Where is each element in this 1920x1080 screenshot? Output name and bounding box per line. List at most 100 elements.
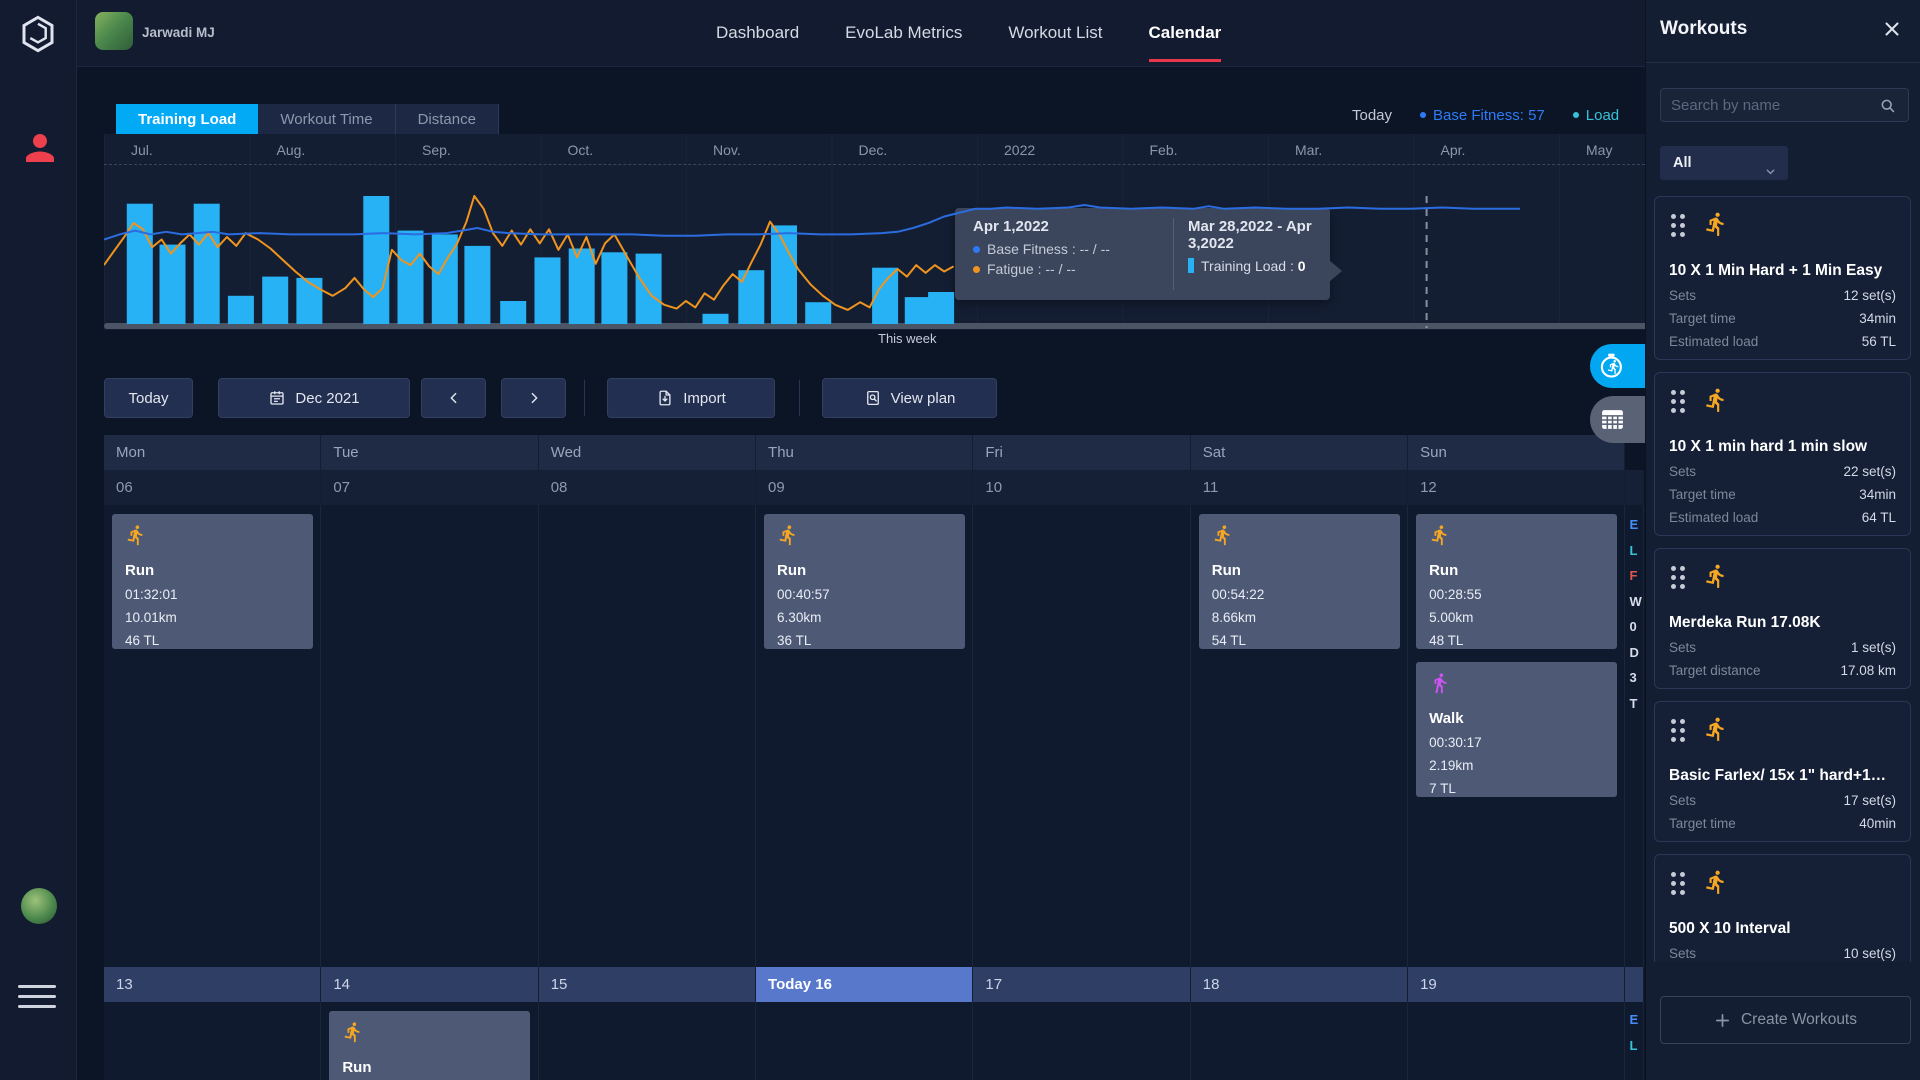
run-icon	[1706, 717, 1724, 741]
drag-handle-icon[interactable]	[1671, 390, 1685, 413]
quick-activity-button[interactable]	[1590, 344, 1645, 388]
calendar-day-cell[interactable]: Run 00:28:55 5.00km 48 TL Walk 00:30:17 2.19km…	[1408, 505, 1626, 967]
workout-list: 10 X 1 Min Hard + 1 Min Easy Sets 12 set(s…	[1654, 196, 1913, 962]
search-input[interactable]	[1660, 88, 1909, 122]
view-plan-button[interactable]: View plan	[822, 378, 997, 418]
workout-stat-row: Estimated load 56 TL	[1669, 334, 1896, 349]
tooltip-arrow	[1329, 260, 1342, 282]
calendar-day-cell[interactable]	[756, 1002, 974, 1080]
calendar-day-cell[interactable]	[538, 505, 757, 967]
training-chart: Jul. Aug. Sep. Oct. Nov. Dec. 2022 Feb. Mar. Apr.…	[104, 134, 1660, 330]
calendar-day-cell[interactable]: Run 01:32:01 10.01km 46 TL	[104, 505, 322, 967]
sidebar-avatar[interactable]	[21, 888, 57, 924]
workout-name: Basic Farlex/ 15x 1" hard+1…	[1669, 767, 1887, 784]
chart-tabs: Training Load Workout Time Distance	[116, 104, 499, 135]
chart-divider	[104, 164, 1660, 165]
event-card-run[interactable]: Run 00:28:55 5.00km 48 TL	[1416, 514, 1618, 649]
tab-training-load[interactable]: Training Load	[116, 104, 259, 135]
nav-item-evolab-metrics[interactable]: EvoLab Metrics	[845, 23, 963, 42]
month-picker-button[interactable]: Dec 2021	[218, 378, 410, 418]
drag-handle-icon[interactable]	[1671, 214, 1685, 237]
calendar-day-cell[interactable]	[973, 1002, 1191, 1080]
month-label: Nov.	[713, 142, 741, 158]
date-cell[interactable]: 17	[973, 967, 1191, 1002]
next-month-button[interactable]	[501, 378, 566, 418]
workout-card[interactable]: Basic Farlex/ 15x 1" hard+1… Sets 17 set(s…	[1654, 701, 1911, 842]
event-card-run[interactable]: Run 01:32:01 10.01km 46 TL	[112, 514, 313, 649]
date-cell[interactable]: 18	[1190, 967, 1409, 1002]
close-icon[interactable]	[1881, 18, 1905, 42]
date-cell[interactable]: 07	[321, 470, 539, 505]
chart-scrollbar[interactable]	[104, 323, 1660, 329]
status-load[interactable]: Load	[1572, 107, 1619, 124]
calendar-day-cell[interactable]	[973, 505, 1191, 967]
event-card-run[interactable]: Run 00:54:22 8.66km 54 TL	[1198, 514, 1400, 649]
tab-workout-time[interactable]: Workout Time	[258, 104, 396, 135]
clipped-week-summary-text: W	[1629, 593, 1642, 609]
clipped-week-summary-text: F	[1629, 568, 1638, 583]
run-icon	[779, 525, 795, 546]
date-cell[interactable]: 09	[756, 470, 974, 505]
month-label: May	[1586, 142, 1613, 158]
nav-item-dashboard[interactable]: Dashboard	[716, 23, 800, 42]
date-cell[interactable]: 11	[1190, 470, 1409, 505]
status-base-fitness[interactable]: Base Fitness: 57	[1420, 107, 1545, 124]
workout-card[interactable]: 10 X 1 min hard 1 min slow Sets 22 set(s) T…	[1654, 372, 1911, 536]
workout-stat-row: Sets 1 set(s)	[1669, 640, 1896, 655]
chevron-right-icon	[531, 392, 537, 404]
create-workouts-button[interactable]: Create Workouts	[1660, 996, 1911, 1044]
calendar-view-button[interactable]	[1590, 396, 1645, 443]
nav-item-workout-list[interactable]: Workout List	[1008, 23, 1103, 42]
calendar-day-cell[interactable]: Run 00:54:22 8.66km 54 TL	[1190, 505, 1409, 967]
calendar-day-cell-clipped	[1625, 1002, 1645, 1080]
workout-name: 10 X 1 Min Hard + 1 Min Easy	[1669, 262, 1883, 279]
search-icon[interactable]	[1878, 96, 1897, 120]
date-cell[interactable]: 08	[538, 470, 757, 505]
calendar-day-cell[interactable]: Run 00:40:57 6.30km 36 TL	[756, 505, 974, 967]
date-cell[interactable]: 12	[1408, 470, 1626, 505]
tab-distance[interactable]: Distance	[395, 104, 499, 135]
date-cell[interactable]: 10	[973, 470, 1191, 505]
tooltip-date: Apr 1,2022	[973, 218, 1049, 235]
nav-item-calendar[interactable]: Calendar	[1148, 0, 1221, 66]
drag-handle-icon[interactable]	[1671, 872, 1685, 895]
calendar-day-cell[interactable]	[1408, 1002, 1626, 1080]
clipped-week-summary-text: L	[1629, 542, 1638, 558]
drag-handle-icon[interactable]	[1671, 566, 1685, 589]
event-card-run[interactable]: Run 00:40:57 6.30km 36 TL	[764, 514, 966, 649]
event-card-walk[interactable]: Walk 00:30:17 2.19km 7 TL	[1416, 662, 1618, 797]
athlete-profile-icon[interactable]	[19, 127, 61, 169]
date-cell[interactable]: 19	[1408, 967, 1626, 1002]
clipped-week-summary-text: E	[1629, 1012, 1639, 1027]
calendar-day-cell[interactable]	[321, 505, 539, 967]
app-logo-icon[interactable]	[17, 13, 59, 55]
drag-handle-icon[interactable]	[1671, 719, 1685, 742]
day-header-tue: Tue	[321, 435, 539, 470]
workout-stat-row: Sets 17 set(s)	[1669, 793, 1896, 808]
import-file-icon	[659, 390, 671, 406]
user-avatar[interactable]	[95, 12, 133, 50]
date-cell[interactable]: 13	[104, 967, 322, 1002]
date-cell[interactable]: 06	[104, 470, 322, 505]
workout-card[interactable]: 10 X 1 Min Hard + 1 Min Easy Sets 12 set(s…	[1654, 196, 1911, 360]
today-button[interactable]: Today	[104, 378, 193, 418]
run-icon	[1706, 388, 1724, 412]
date-cell-today[interactable]: Today 16	[756, 967, 974, 1002]
calendar-day-cell[interactable]	[538, 1002, 757, 1080]
tooltip-metric-row: Base Fitness : -- / --	[973, 241, 1110, 257]
calendar-day-cell[interactable]	[104, 1002, 322, 1080]
prev-month-button[interactable]	[421, 378, 486, 418]
calendar-day-cell[interactable]	[1190, 1002, 1409, 1080]
run-icon	[1431, 525, 1447, 546]
workout-filter-select[interactable]: All	[1660, 146, 1788, 180]
chevron-down-icon	[1764, 157, 1777, 191]
workout-card[interactable]: Merdeka Run 17.08K Sets 1 set(s) Target dis…	[1654, 548, 1911, 689]
date-cell[interactable]: 14	[321, 967, 539, 1002]
import-button[interactable]: Import	[607, 378, 775, 418]
month-label: Feb.	[1149, 142, 1178, 158]
date-cell[interactable]: 15	[538, 967, 757, 1002]
menu-icon[interactable]	[18, 985, 56, 1015]
